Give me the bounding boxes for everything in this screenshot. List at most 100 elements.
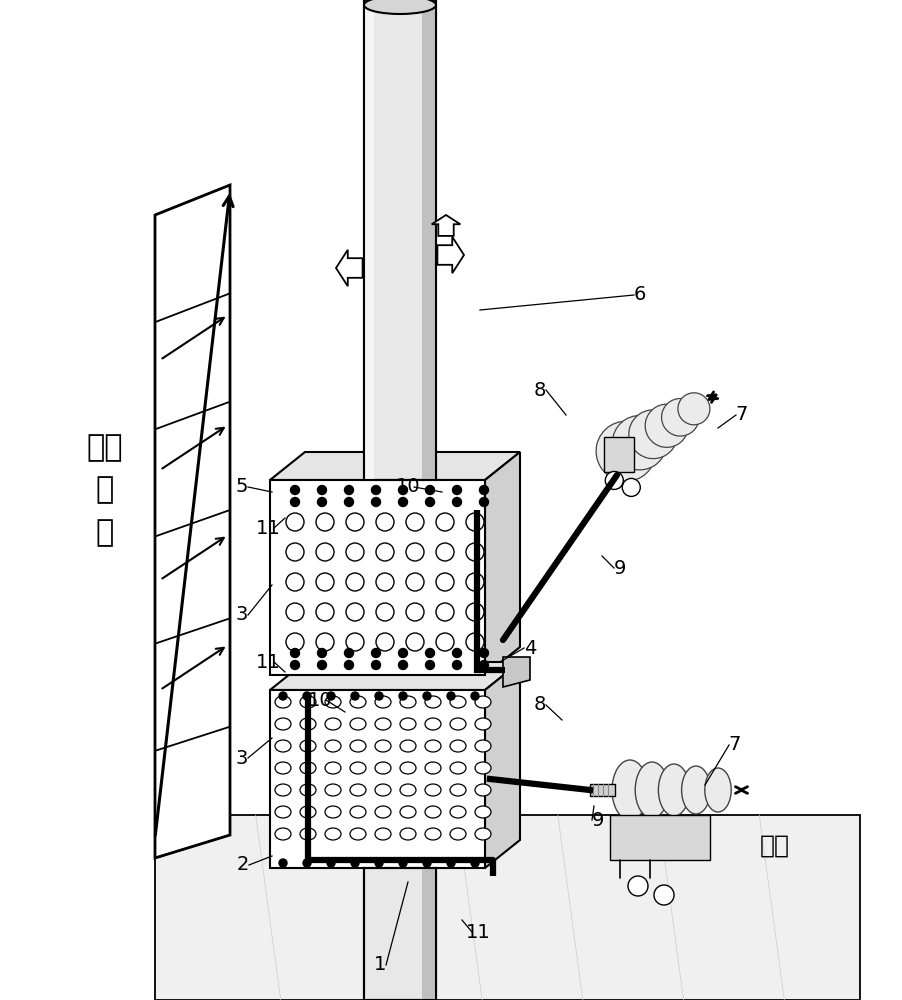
Circle shape [605,471,623,489]
Ellipse shape [475,806,491,818]
Circle shape [286,543,304,561]
Circle shape [480,660,489,670]
Circle shape [436,633,454,651]
Polygon shape [503,657,530,687]
Circle shape [406,573,424,591]
Text: 11: 11 [465,922,491,942]
Ellipse shape [450,784,466,796]
Ellipse shape [629,410,677,459]
Bar [604,437,634,472]
Circle shape [286,573,304,591]
Circle shape [453,497,462,506]
Text: 6: 6 [634,286,646,304]
Polygon shape [155,185,230,858]
Ellipse shape [425,762,441,774]
Ellipse shape [612,760,648,820]
Circle shape [316,543,334,561]
Ellipse shape [425,784,441,796]
Circle shape [351,859,359,867]
Circle shape [466,543,484,561]
Ellipse shape [450,740,466,752]
Text: 9: 9 [592,810,604,830]
Circle shape [471,692,479,700]
Circle shape [399,497,408,506]
Circle shape [436,573,454,591]
Ellipse shape [325,718,341,730]
Polygon shape [336,250,363,286]
Ellipse shape [350,718,366,730]
Ellipse shape [325,696,341,708]
Ellipse shape [425,718,441,730]
Ellipse shape [275,784,291,796]
Circle shape [286,633,304,651]
Ellipse shape [450,762,466,774]
Circle shape [622,478,640,496]
Ellipse shape [300,806,316,818]
Circle shape [453,648,462,658]
Ellipse shape [475,718,491,730]
Ellipse shape [275,828,291,840]
Ellipse shape [375,696,391,708]
Ellipse shape [475,740,491,752]
Ellipse shape [596,421,656,481]
Ellipse shape [612,416,667,470]
Circle shape [316,513,334,531]
Ellipse shape [300,784,316,796]
Ellipse shape [325,806,341,818]
Circle shape [318,660,327,670]
Ellipse shape [475,696,491,708]
Polygon shape [432,215,460,236]
Circle shape [376,513,394,531]
Bar [364,868,436,1000]
Ellipse shape [682,766,711,814]
Ellipse shape [475,784,491,796]
Ellipse shape [325,762,341,774]
Circle shape [399,648,408,658]
Circle shape [628,876,648,896]
Circle shape [346,573,364,591]
Circle shape [466,633,484,651]
Ellipse shape [364,0,436,14]
Text: 海床: 海床 [760,834,790,858]
Ellipse shape [645,404,688,447]
Polygon shape [364,0,374,480]
Circle shape [345,648,354,658]
Circle shape [466,573,484,591]
Ellipse shape [350,740,366,752]
Ellipse shape [450,828,466,840]
Ellipse shape [450,696,466,708]
Circle shape [345,497,354,506]
Circle shape [318,486,327,494]
Circle shape [372,486,381,494]
Circle shape [327,692,335,700]
Polygon shape [270,662,520,690]
Ellipse shape [635,762,668,818]
Circle shape [327,859,335,867]
Circle shape [471,859,479,867]
Circle shape [399,692,407,700]
Ellipse shape [704,768,732,812]
Ellipse shape [450,718,466,730]
Text: 8: 8 [534,380,547,399]
Circle shape [346,633,364,651]
Ellipse shape [350,696,366,708]
Circle shape [318,648,327,658]
Text: 7: 7 [729,736,741,754]
Text: 7: 7 [736,406,748,424]
Circle shape [346,543,364,561]
Polygon shape [437,237,464,273]
Circle shape [375,859,383,867]
Bar [364,0,436,480]
Circle shape [290,497,299,506]
Circle shape [426,660,435,670]
Circle shape [279,859,287,867]
Circle shape [372,497,381,506]
Polygon shape [422,868,436,1000]
Polygon shape [485,662,520,868]
Ellipse shape [400,740,416,752]
Bar [270,480,485,675]
Ellipse shape [350,806,366,818]
Circle shape [290,648,299,658]
Circle shape [345,486,354,494]
Circle shape [346,513,364,531]
